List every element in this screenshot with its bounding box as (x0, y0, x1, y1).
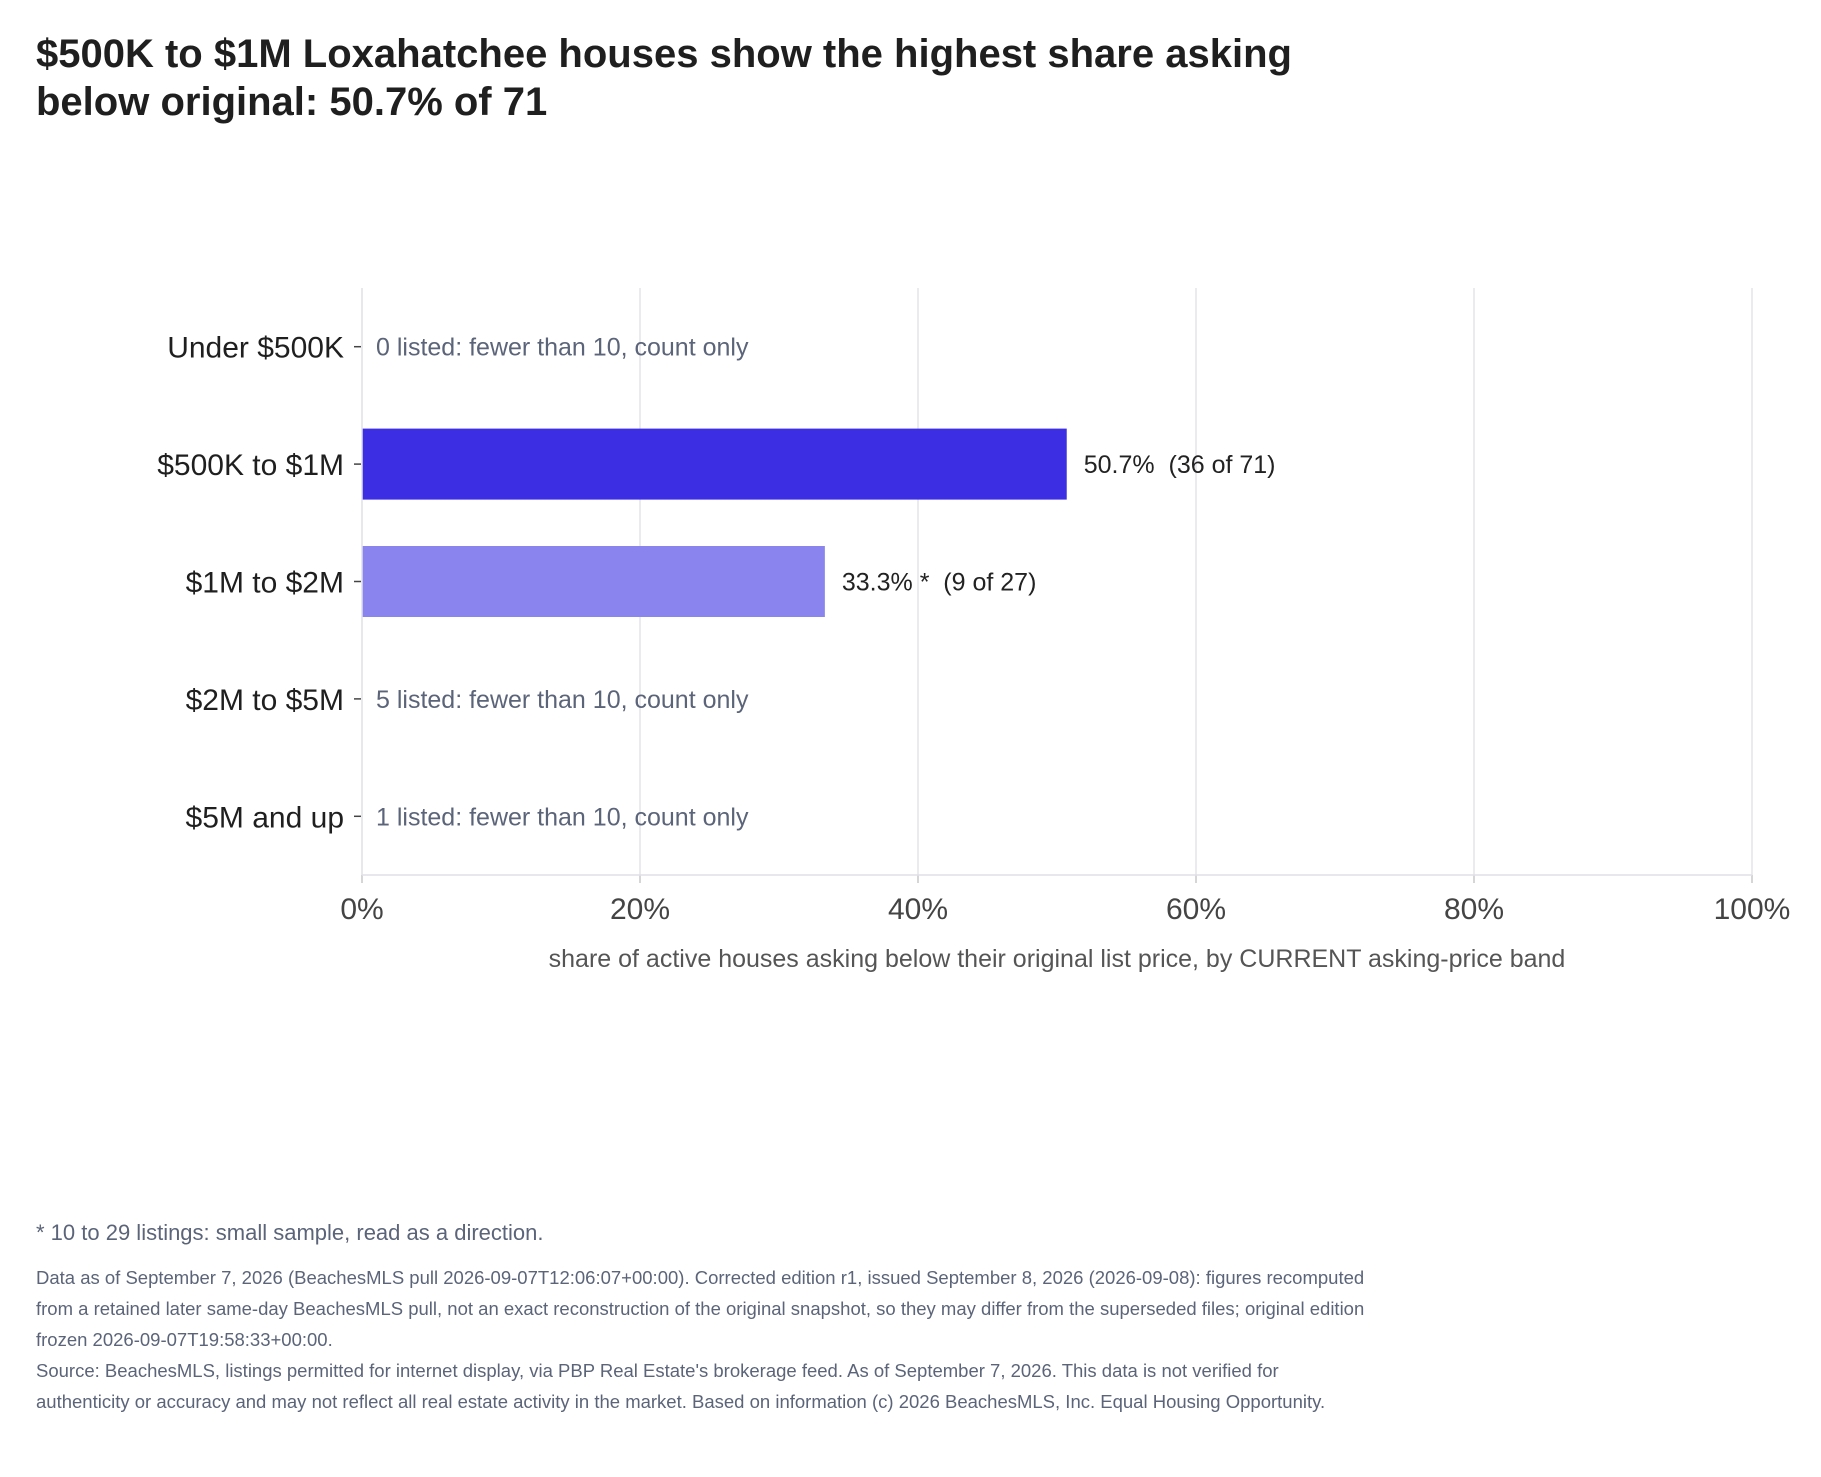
x-tick-label: 80% (1444, 893, 1504, 926)
x-tick-label: 0% (340, 893, 383, 926)
count-only-note: 0 listed: fewer than 10, count only (376, 334, 749, 362)
x-tick-label: 40% (888, 893, 948, 926)
source-note: Source: BeachesMLS, listings permitted f… (36, 1360, 1326, 1412)
labels: 0% 20% 40% 60% 80% 100% Under $500K 0 listed: f… (157, 332, 1790, 926)
data-note: Data as of September 7, 2026 (BeachesMLS… (36, 1267, 1365, 1350)
x-axis-title: share of active houses asking below thei… (549, 945, 1566, 973)
x-tick-label: 60% (1166, 893, 1226, 926)
category-label: $5M and up (186, 801, 344, 834)
count-only-note: 1 listed: fewer than 10, count only (376, 803, 749, 831)
bar (362, 428, 1067, 500)
bars (362, 428, 1067, 617)
x-tick-label: 100% (1714, 893, 1791, 926)
small-sample-note: * 10 to 29 listings: small sample, read … (36, 1220, 544, 1245)
x-tick-label: 20% (610, 893, 670, 926)
category-label: $1M to $2M (186, 567, 344, 600)
footnotes: * 10 to 29 listings: small sample, read … (36, 1218, 1376, 1417)
chart-title: $500K to $1M Loxahatchee houses show the… (36, 32, 1292, 124)
category-label: $2M to $5M (186, 684, 344, 717)
count-only-note: 5 listed: fewer than 10, count only (376, 686, 749, 714)
category-label: Under $500K (167, 332, 344, 365)
bar-chart: 0% 20% 40% 60% 80% 100% Under $500K 0 listed: f… (157, 288, 1790, 973)
category-label: $500K to $1M (157, 449, 344, 482)
bar (362, 546, 825, 617)
axes (354, 288, 1753, 883)
bar-value-label: 33.3% * (9 of 27) (842, 569, 1037, 597)
bar-value-label: 50.7% (36 of 71) (1084, 451, 1276, 479)
